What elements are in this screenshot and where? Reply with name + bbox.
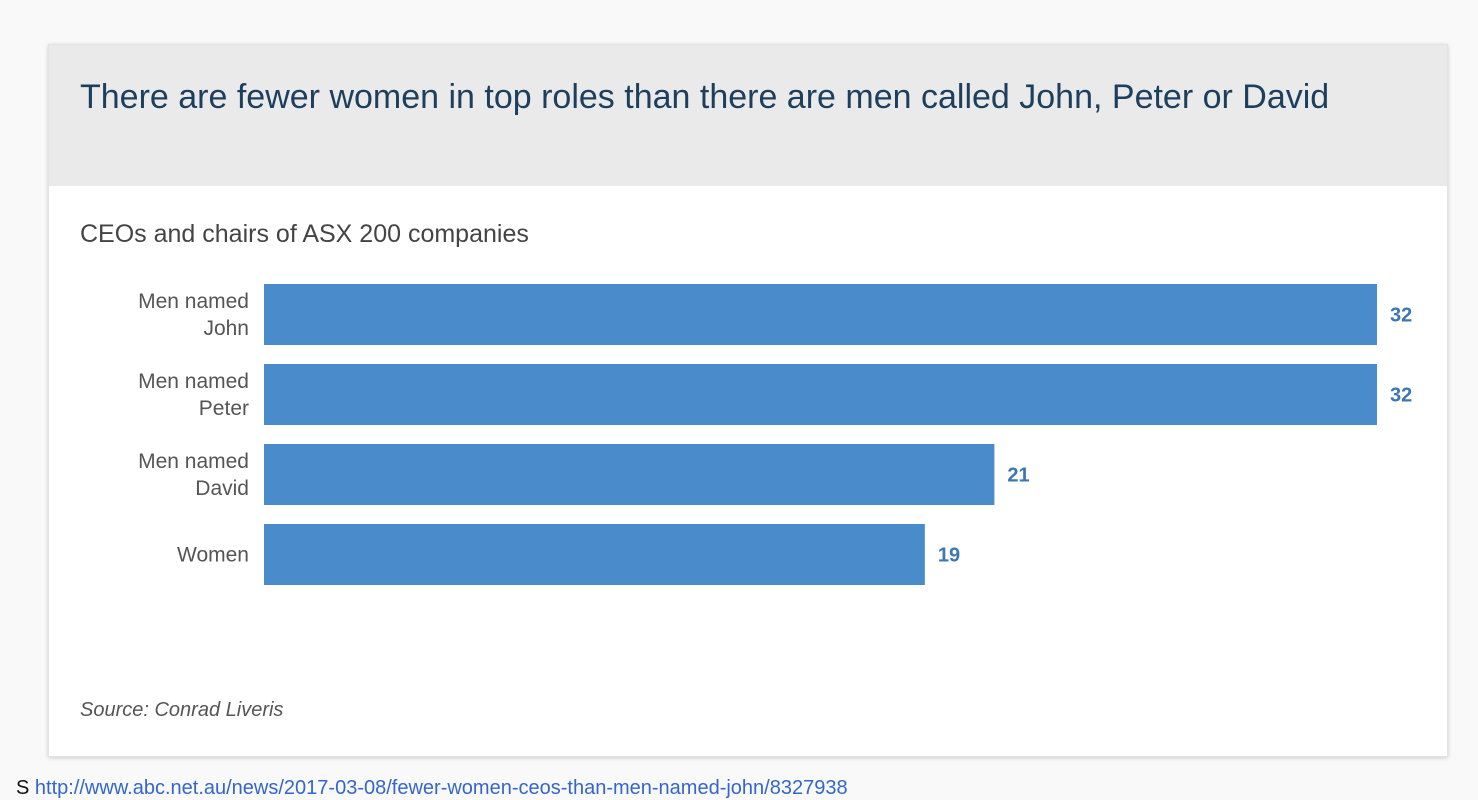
category-label-line: John [203,317,249,340]
category-label-0: Men named John [138,290,249,340]
source-link[interactable]: http://www.abc.net.au/news/2017-03-08/fe… [34,777,848,799]
category-label-line: Men named [138,450,249,473]
category-label-line: David [195,477,249,500]
value-label-3: 19 [938,545,960,567]
chart-subtitle: CEOs and chairs of ASX 200 companies [80,220,529,248]
bar-0 [264,284,1377,345]
category-label-line: Men named [138,290,249,313]
category-label-1: Men named Peter [138,370,249,420]
chart-title: There are fewer women in top roles than … [80,78,1330,116]
category-label-line: Women [177,544,249,567]
chart-header: There are fewer women in top roles than … [49,45,1447,186]
value-label-2: 21 [1007,465,1029,487]
bar-chart: Men named John 32 Men named Peter 32 Men named… [138,284,1412,585]
category-label-2: Men named David [138,450,249,500]
category-label-line: Men named [138,370,249,393]
chart-source: Source: Conrad Liveris [80,699,284,721]
category-label-3: Women [177,544,249,567]
bar-1 [264,364,1377,425]
source-prefix: S [16,777,30,799]
bar-2 [264,444,995,505]
value-label-1: 32 [1390,385,1412,407]
chart-card: There are fewer women in top roles than … [48,44,1448,757]
bar-3 [264,524,925,585]
value-label-0: 32 [1390,305,1412,327]
category-label-line: Peter [199,397,249,420]
page-source-line: S http://www.abc.net.au/news/2017-03-08/… [16,776,848,800]
